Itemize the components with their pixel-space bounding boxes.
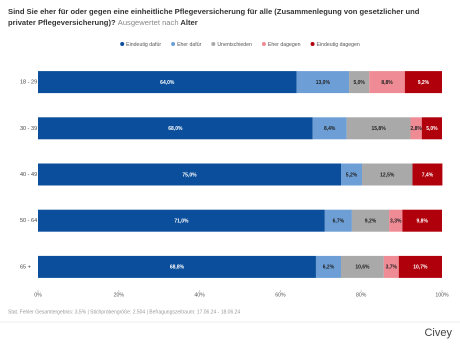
bar-segment: [351, 209, 390, 232]
y-tick-label: 30 - 39: [20, 126, 37, 132]
subtitle: Alter: [180, 18, 198, 27]
x-tick-label: 100%: [435, 292, 449, 298]
legend-marker: [310, 42, 315, 46]
value-label: 10,6%: [355, 265, 370, 271]
bar-segment: [369, 71, 405, 94]
footer: Stat. Fehler Gesamtergebnis: 3,5% | Stic…: [8, 309, 240, 315]
bar-segment: [346, 117, 411, 140]
value-label: 6,7%: [333, 219, 345, 225]
bar-segment: [38, 117, 313, 140]
value-label: 8,8%: [381, 80, 393, 86]
value-label: 71,0%: [174, 219, 189, 225]
value-label: 15,8%: [371, 126, 386, 132]
legend-marker: [120, 42, 125, 46]
legend-label: Unentschieden: [217, 42, 252, 48]
legend-marker: [171, 42, 176, 46]
bar-segment: [383, 255, 399, 278]
value-label: 5,0%: [426, 126, 438, 132]
brand: Civey: [424, 327, 452, 339]
value-label: 64,0%: [160, 80, 175, 86]
bar-segment: [315, 255, 341, 278]
bar-segment: [410, 117, 422, 140]
value-label: 9,2%: [365, 219, 377, 225]
value-label: 2,8%: [410, 126, 422, 132]
bar-segment: [362, 163, 413, 186]
x-tick-label: 40%: [194, 292, 205, 298]
title-text: Sind Sie eher für oder gegen eine einhei…: [8, 7, 420, 27]
legend-marker: [261, 42, 266, 46]
bar-segment: [349, 71, 370, 94]
bar-segment: [38, 255, 316, 278]
chart-title: Sind Sie eher für oder gegen eine einhei…: [8, 6, 448, 28]
bar-segment: [389, 209, 403, 232]
value-label: 3,7%: [386, 265, 398, 271]
x-tick-label: 0%: [34, 292, 42, 298]
bar-segment: [341, 163, 363, 186]
value-label: 6,2%: [323, 265, 335, 271]
x-tick-label: 60%: [275, 292, 286, 298]
value-label: 13,0%: [316, 80, 331, 86]
legend-label: Eher dafür: [177, 42, 201, 48]
x-tick-label: 80%: [356, 292, 367, 298]
legend-label: Eher dagegen: [268, 42, 301, 48]
bar-segment: [38, 71, 297, 94]
bar-segment: [38, 209, 325, 232]
legend-label: Eindeutig dafür: [126, 42, 161, 48]
bar-segment: [341, 255, 384, 278]
bar-segment: [404, 71, 442, 94]
value-label: 68,0%: [168, 126, 183, 132]
y-tick-label: 18 - 29: [20, 80, 37, 86]
bar-segment: [312, 117, 347, 140]
y-tick-label: 50 - 64: [20, 218, 37, 224]
y-tick-label: 65 +: [20, 264, 31, 270]
value-label: 68,8%: [170, 265, 185, 271]
legend-marker: [211, 42, 216, 46]
bar-segment: [398, 255, 442, 278]
bar-segment: [402, 209, 442, 232]
bar-segment: [421, 117, 442, 140]
value-label: 5,2%: [346, 172, 358, 178]
bar-segment: [324, 209, 352, 232]
value-label: 10,7%: [413, 265, 428, 271]
value-label: 12,5%: [380, 172, 395, 178]
bar-segment: [296, 71, 350, 94]
value-label: 7,4%: [422, 172, 434, 178]
y-tick-label: 40 - 49: [20, 172, 37, 178]
value-label: 5,0%: [353, 80, 365, 86]
subtitle-prefix: Ausgewertet nach: [117, 18, 179, 27]
bar-segment: [38, 163, 341, 186]
value-label: 8,4%: [324, 126, 336, 132]
legend-label: Eindeutig dagegen: [317, 42, 360, 48]
value-label: 9,8%: [417, 219, 429, 225]
value-label: 9,2%: [418, 80, 430, 86]
x-tick-label: 20%: [114, 292, 125, 298]
bar-segment: [412, 163, 443, 186]
value-label: 3,3%: [390, 219, 402, 225]
value-label: 75,0%: [182, 172, 197, 178]
